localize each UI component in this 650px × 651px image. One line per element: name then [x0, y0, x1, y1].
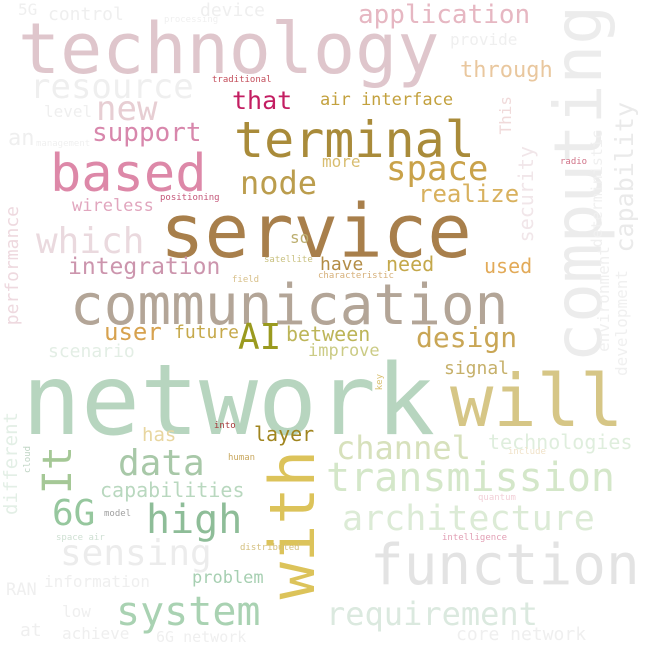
- word-key: key: [375, 374, 385, 391]
- word-capability: capability: [610, 102, 639, 253]
- word-achieve: achieve: [62, 624, 130, 643]
- word-has: has: [142, 424, 177, 446]
- word-network: network: [22, 344, 436, 458]
- word-high: high: [146, 497, 243, 543]
- word-into: into: [214, 421, 236, 431]
- word-provide: provide: [450, 30, 518, 49]
- word-capabilities: capabilities: [100, 478, 245, 502]
- word-will: will: [450, 359, 624, 443]
- word-technology: technology: [18, 8, 440, 90]
- word-resource: resource: [30, 67, 194, 107]
- word-6G-network: 6G network: [156, 628, 247, 646]
- word-development: development: [612, 270, 631, 376]
- word-It: It: [35, 446, 81, 495]
- word-5G: 5G: [18, 0, 38, 19]
- word-transmission: transmission: [326, 455, 615, 501]
- word-level: level: [44, 102, 93, 121]
- word-realize: realize: [418, 180, 520, 208]
- word-deterministic: deterministic: [588, 130, 606, 248]
- word-service: service: [160, 189, 472, 275]
- word-need: need: [386, 252, 435, 276]
- word-processing: processing: [164, 15, 219, 25]
- word-AI: AI: [238, 317, 282, 358]
- word-channel: channel: [336, 429, 471, 467]
- word-technologies: technologies: [488, 430, 633, 454]
- word-new: new: [96, 89, 158, 129]
- word-air-interface: air interface: [320, 90, 454, 110]
- word-user: user: [104, 318, 162, 346]
- word-architecture: architecture: [342, 499, 595, 539]
- word-model: model: [104, 509, 132, 519]
- word-management: management: [36, 139, 91, 149]
- word-sensing: sensing: [60, 533, 212, 574]
- word-which: which: [36, 221, 145, 262]
- word-problem: problem: [192, 568, 264, 588]
- word-more: more: [322, 152, 361, 171]
- word-data: data: [118, 443, 205, 484]
- word-with: with: [256, 450, 329, 600]
- word-design: design: [416, 321, 518, 354]
- word-characteristic: characteristic: [318, 271, 394, 281]
- word-between: between: [286, 322, 371, 346]
- word-cloud: cloud: [23, 446, 33, 474]
- word-signal: signal: [444, 358, 510, 379]
- word-human: human: [228, 453, 256, 463]
- word-system: system: [116, 589, 261, 635]
- word-communication: communication: [70, 273, 509, 338]
- word-wireless: wireless: [72, 196, 154, 216]
- word-positioning: positioning: [160, 193, 220, 203]
- word-This: This: [496, 96, 515, 135]
- word-function: function: [370, 533, 640, 598]
- word-space: space: [386, 149, 489, 189]
- word-support: support: [92, 118, 202, 148]
- word-at: at: [20, 620, 42, 641]
- word-traditional: traditional: [212, 75, 272, 85]
- word-6G: 6G: [52, 493, 96, 534]
- word-satellite: satellite: [264, 255, 313, 265]
- word-different: different: [0, 412, 22, 515]
- word-intelligence: intelligence: [442, 533, 508, 543]
- word-used: used: [484, 254, 533, 278]
- word-terminal: terminal: [234, 111, 475, 169]
- word-control: control: [48, 4, 124, 25]
- word-integration: integration: [68, 254, 221, 280]
- word-through: through: [460, 58, 553, 83]
- word-space-air: space air: [56, 533, 105, 543]
- word-low: low: [62, 602, 91, 621]
- word-core-network: core network: [456, 624, 587, 645]
- word-include: include: [508, 447, 546, 457]
- word-environment: environment: [594, 246, 613, 352]
- word-that: that: [232, 86, 293, 115]
- word-based: based: [50, 144, 207, 204]
- word-performance: performance: [2, 206, 23, 326]
- word-quantum: quantum: [478, 493, 516, 503]
- word-RAN: RAN: [6, 580, 37, 600]
- word-security: security: [514, 146, 538, 243]
- word-requirement: requirement: [326, 595, 538, 633]
- word-application: application: [358, 0, 531, 30]
- word-layer: layer: [254, 422, 315, 446]
- word-node: node: [240, 164, 318, 202]
- word-future: future: [174, 322, 240, 343]
- word-an: an: [8, 126, 35, 151]
- word-have: have: [320, 254, 364, 275]
- word-device: device: [200, 0, 266, 21]
- word-distributed: distributed: [240, 543, 300, 553]
- word-information: information: [44, 572, 150, 591]
- word-so: so: [290, 228, 310, 247]
- word-radio: radio: [560, 157, 588, 167]
- word-improve: improve: [308, 341, 380, 361]
- word-field: field: [232, 275, 260, 285]
- word-scenario: scenario: [48, 341, 135, 362]
